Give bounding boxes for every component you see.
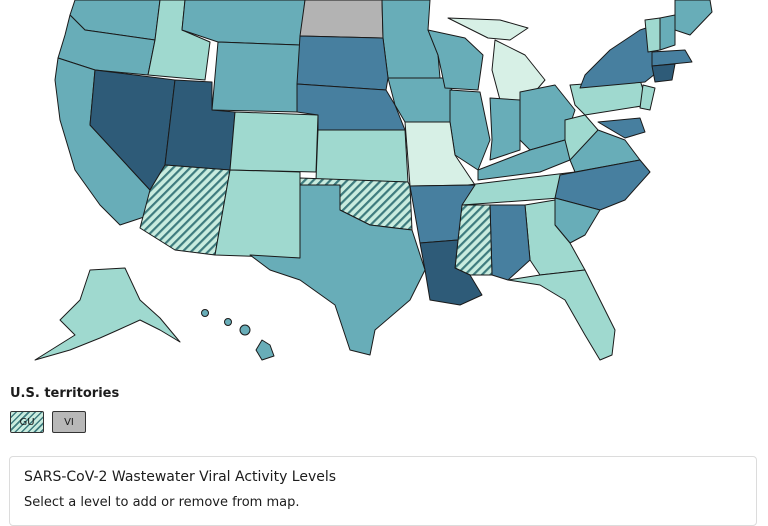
legend-card: SARS-CoV-2 Wastewater Viral Activity Lev…: [9, 456, 757, 526]
state-arkansas[interactable]: [409, 184, 476, 244]
state-wyoming[interactable]: [211, 41, 301, 113]
state-wisconsin[interactable]: [427, 29, 484, 91]
territories-title: U.S. territories: [10, 386, 120, 401]
state-virginia[interactable]: [569, 129, 641, 173]
us-map: [34, 0, 713, 361]
state-new-mexico[interactable]: [214, 169, 301, 259]
state-hawaii[interactable]: [255, 339, 275, 361]
state-massachusetts[interactable]: [651, 49, 693, 67]
state-south-dakota[interactable]: [296, 35, 389, 91]
state-texas[interactable]: [249, 184, 426, 356]
territories-row: GU VI: [10, 411, 119, 433]
state-connecticut[interactable]: [651, 63, 676, 83]
state-indiana[interactable]: [489, 97, 521, 161]
state-kansas[interactable]: [315, 129, 409, 183]
hawaii-island-kauai[interactable]: [201, 309, 209, 317]
state-north-dakota[interactable]: [299, 0, 384, 39]
legend-title: SARS-CoV-2 Wastewater Viral Activity Lev…: [24, 469, 337, 485]
state-alaska[interactable]: [34, 267, 181, 361]
state-louisiana[interactable]: [419, 239, 483, 306]
state-georgia[interactable]: [524, 199, 586, 276]
territories-section: U.S. territories GU VI: [10, 386, 119, 433]
state-oregon[interactable]: [57, 14, 156, 76]
state-vermont[interactable]: [644, 17, 661, 53]
state-new-jersey[interactable]: [639, 84, 656, 111]
state-colorado[interactable]: [229, 111, 319, 173]
territory-gu-button[interactable]: GU: [10, 411, 44, 433]
state-maryland[interactable]: [597, 117, 646, 139]
state-alabama[interactable]: [489, 204, 531, 281]
state-new-hampshire[interactable]: [659, 14, 676, 51]
hawaii-island-maui[interactable]: [239, 324, 251, 336]
territory-vi-button[interactable]: VI: [52, 411, 86, 433]
state-florida[interactable]: [507, 269, 616, 361]
hawaii-island-oahu[interactable]: [224, 318, 232, 326]
us-map-svg: [34, 0, 713, 361]
legend-subtitle: Select a level to add or remove from map…: [24, 495, 300, 510]
state-maine[interactable]: [674, 0, 713, 36]
